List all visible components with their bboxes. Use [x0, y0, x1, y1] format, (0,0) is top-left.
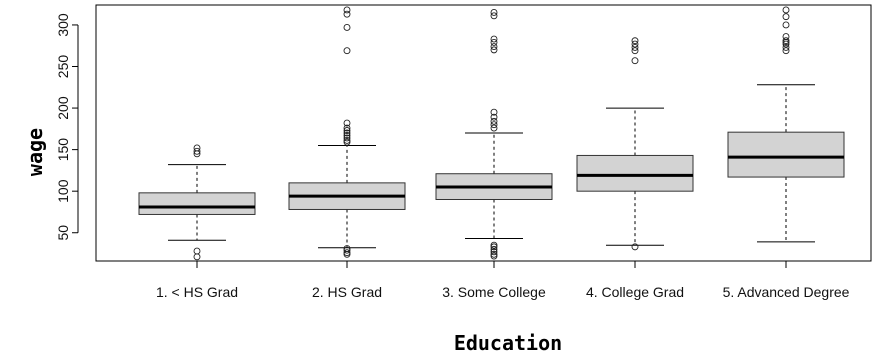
- outlier-point: [343, 137, 351, 144]
- outlier-point: [343, 134, 351, 142]
- iqr-box: [576, 154, 694, 192]
- outlier-point: [631, 40, 639, 48]
- outlier-point: [631, 47, 639, 55]
- outlier-point: [490, 245, 498, 253]
- box-group: [576, 37, 694, 251]
- outlier-point: [631, 57, 639, 65]
- y-tick-label: 200: [55, 96, 71, 120]
- outlier-point: [490, 46, 498, 54]
- outlier-point: [343, 124, 351, 132]
- outlier-point: [782, 37, 790, 45]
- x-tick-label: 3. Some College: [442, 284, 546, 300]
- outlier-point: [490, 9, 498, 16]
- y-tick-label: 300: [55, 13, 71, 37]
- outlier-point: [343, 47, 351, 55]
- outlier-point: [343, 119, 351, 127]
- x-tick-label: 4. College Grad: [586, 284, 684, 300]
- outlier-point: [343, 132, 351, 139]
- outlier-point: [782, 21, 790, 29]
- x-axis-title: Education: [454, 331, 562, 355]
- outlier-point: [490, 113, 498, 121]
- box-group: [138, 144, 256, 261]
- outlier-point: [782, 33, 790, 41]
- outlier-point: [631, 43, 639, 51]
- x-tick-label: 2. HS Grad: [312, 284, 382, 300]
- outlier-point: [490, 38, 498, 46]
- outlier-point: [193, 147, 201, 155]
- y-tick-label: 250: [55, 55, 71, 79]
- y-tick-label: 50: [55, 225, 71, 241]
- outlier-point: [490, 12, 498, 20]
- outlier-point: [490, 43, 498, 51]
- outlier-point: [193, 253, 201, 261]
- outlier-point: [193, 247, 201, 255]
- y-axis-title: wage: [23, 128, 47, 176]
- outlier-point: [782, 43, 790, 51]
- outlier-point: [490, 248, 498, 256]
- outlier-point: [490, 121, 498, 129]
- outlier-point: [490, 108, 498, 116]
- outlier-point: [343, 127, 351, 134]
- outlier-point: [490, 250, 498, 258]
- box-group: [727, 6, 845, 243]
- y-axis: 50 100 150 200 250 300: [55, 13, 79, 241]
- outlier-point: [631, 37, 639, 45]
- outlier-point: [343, 23, 351, 31]
- box-group: [288, 6, 406, 258]
- outlier-point: [343, 10, 351, 18]
- outlier-point: [193, 144, 201, 152]
- outlier-point: [490, 241, 498, 249]
- iqr-box: [727, 131, 845, 178]
- outlier-point: [782, 13, 790, 21]
- outlier-point: [490, 117, 498, 125]
- outlier-point: [782, 47, 790, 55]
- iqr-box: [138, 192, 256, 215]
- y-tick-label: 100: [55, 179, 71, 203]
- outlier-point: [343, 6, 351, 14]
- outlier-point: [343, 245, 351, 252]
- outlier-point: [782, 6, 790, 14]
- outlier-point: [343, 249, 351, 257]
- x-axis: 1. < HS Grad 2. HS Grad 3. Some College 4. …: [156, 260, 850, 300]
- outlier-point: [343, 129, 351, 137]
- outlier-point: [490, 124, 498, 132]
- box-group: [435, 9, 553, 260]
- x-tick-label: 1. < HS Grad: [156, 284, 238, 300]
- outlier-point: [490, 35, 498, 43]
- box-series: [138, 6, 845, 261]
- x-tick-label: 5. Advanced Degree: [723, 284, 850, 300]
- y-tick-label: 150: [55, 138, 71, 162]
- outlier-point: [631, 243, 639, 251]
